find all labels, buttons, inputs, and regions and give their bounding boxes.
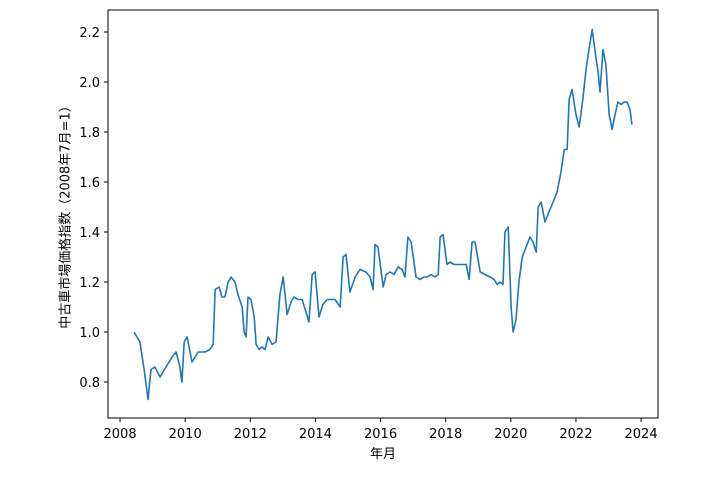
- x-tick-label: 2018: [429, 427, 462, 442]
- y-tick-label: 1.2: [79, 276, 100, 291]
- x-tick-label: 2022: [559, 427, 592, 442]
- y-tick-label: 2.2: [79, 26, 100, 41]
- y-tick-label: 1.6: [79, 176, 100, 191]
- x-tick-label: 2010: [169, 427, 202, 442]
- plot-frame: [107, 9, 659, 419]
- x-tick-label: 2014: [299, 427, 332, 442]
- y-tick-label: 1.4: [79, 226, 100, 241]
- y-tick-label: 2.0: [79, 76, 100, 91]
- x-axis-label: 年月: [370, 447, 396, 462]
- y-tick-label: 1.0: [79, 326, 100, 341]
- x-tick-label: 2020: [494, 427, 527, 442]
- x-tick-label: 2008: [104, 427, 137, 442]
- x-tick-label: 2016: [364, 427, 397, 442]
- y-tick-label: 1.8: [79, 126, 100, 141]
- x-tick-label: 2024: [625, 427, 658, 442]
- x-tick-label: 2012: [234, 427, 267, 442]
- data-line: [133, 28, 633, 401]
- y-axis-label: 中古車市場価格指数（2008年7月=1）: [58, 99, 74, 329]
- y-tick-label: 0.8: [79, 376, 100, 391]
